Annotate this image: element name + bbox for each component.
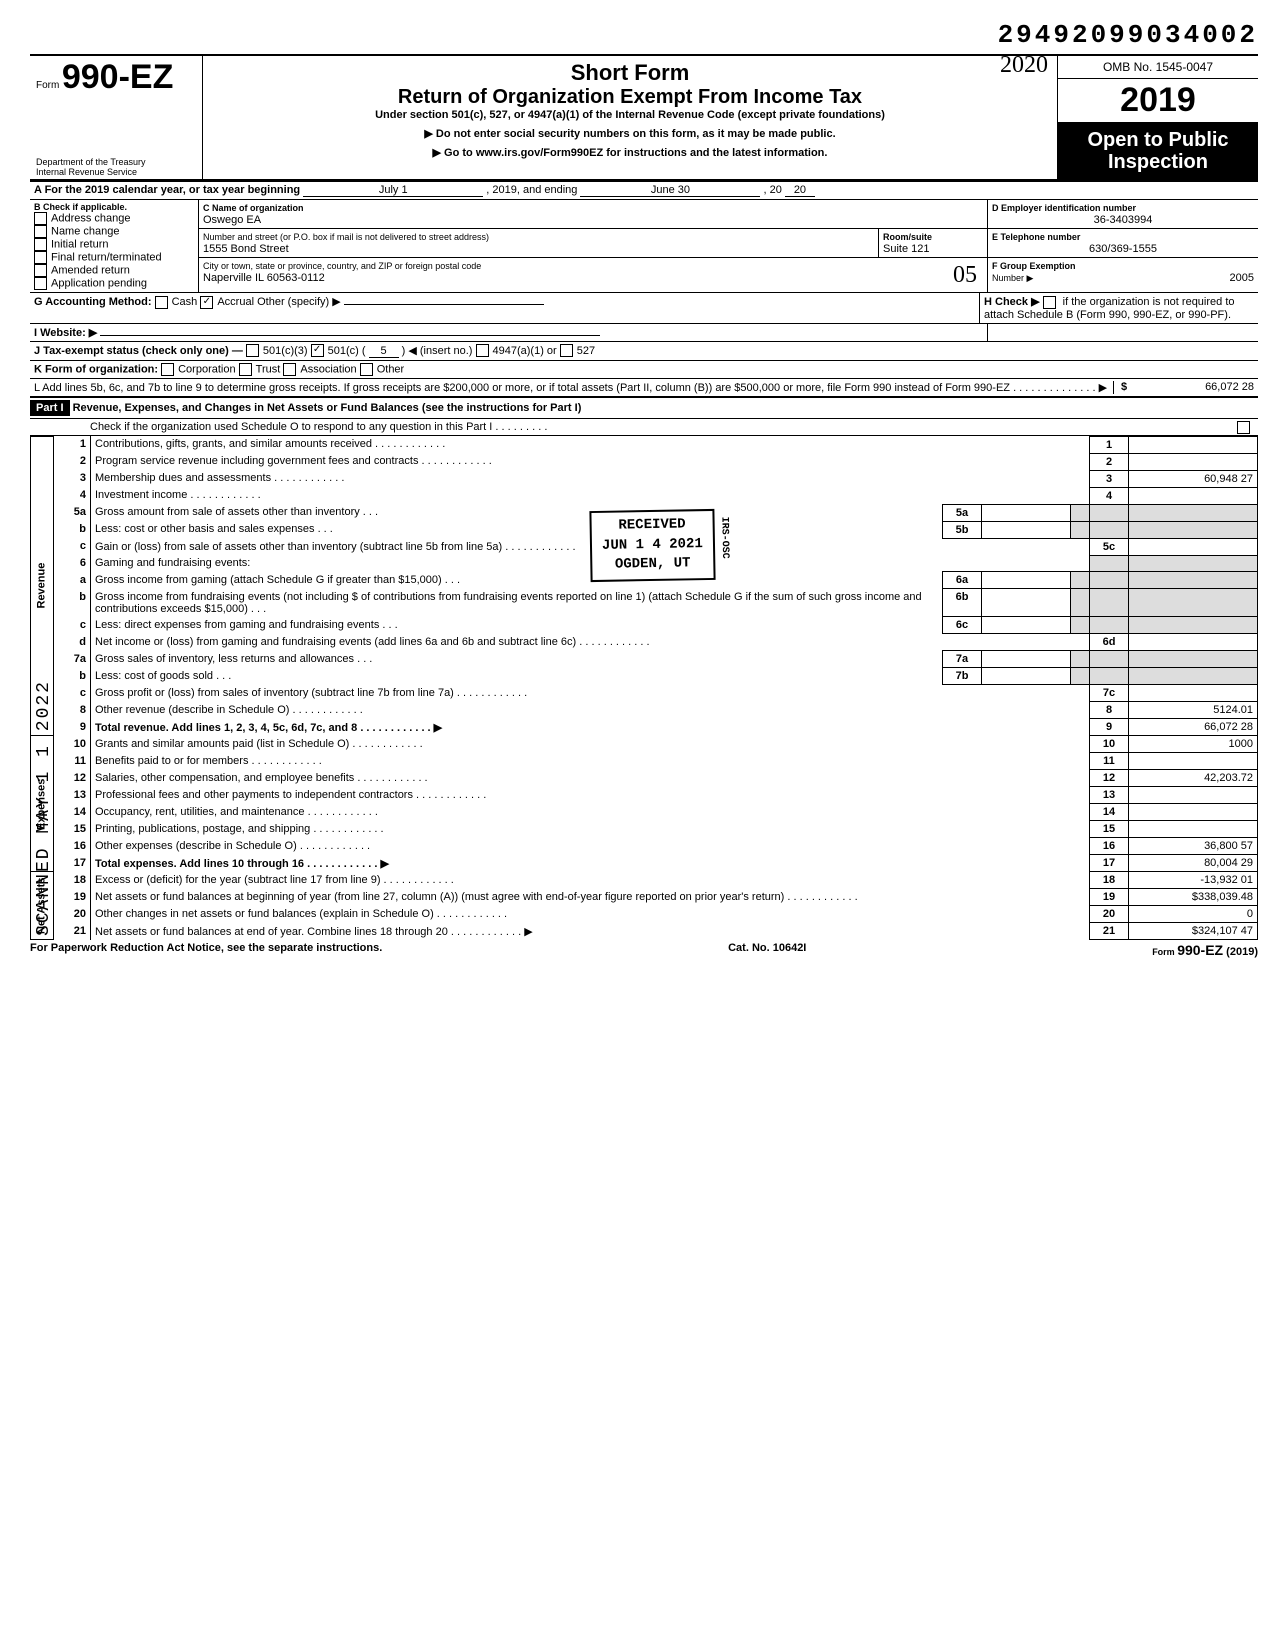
line-6c: cLess: direct expenses from gaming and f… <box>31 617 1258 634</box>
page-footer: For Paperwork Reduction Act Notice, see … <box>30 942 1258 958</box>
line-3: 3Membership dues and assessments . . . .… <box>31 470 1258 487</box>
line-14: 14Occupancy, rent, utilities, and mainte… <box>31 804 1258 821</box>
check-initial-return[interactable] <box>34 238 47 251</box>
org-city[interactable]: Naperville IL 60563-0112 <box>203 272 325 284</box>
l-dollar: $ <box>1113 381 1134 394</box>
check-address-change[interactable] <box>34 212 47 225</box>
line-19: 19Net assets or fund balances at beginni… <box>31 889 1258 906</box>
line-20: 20Other changes in net assets or fund ba… <box>31 906 1258 923</box>
section-l-text: L Add lines 5b, 6c, and 7b to line 9 to … <box>34 381 1113 394</box>
line-4: 4Investment income . . . . . . . . . . .… <box>31 487 1258 504</box>
received-stamp: RECEIVED JUN 1 4 2021 OGDEN, UT IRS-OSC <box>589 509 715 582</box>
ssn-warning: Do not enter social security numbers on … <box>211 127 1049 140</box>
check-name-change[interactable] <box>34 225 47 238</box>
check-trust[interactable] <box>239 363 252 376</box>
section-k-label: K Form of organization: <box>34 363 158 375</box>
check-schedule-b[interactable] <box>1043 296 1056 309</box>
line-6b: bGross income from fundraising events (n… <box>31 589 1258 617</box>
line-16: 16Other expenses (describe in Schedule O… <box>31 838 1258 855</box>
line-11: 11Benefits paid to or for members . . . … <box>31 753 1258 770</box>
website-input[interactable] <box>100 335 600 336</box>
hand-cd: 05 <box>953 262 977 289</box>
line-17: 17Total expenses. Add lines 10 through 1… <box>31 855 1258 872</box>
section-f-label: F Group Exemption <box>992 261 1076 271</box>
line-18: Net Assets18Excess or (deficit) for the … <box>31 872 1258 889</box>
line-7a: 7aGross sales of inventory, less returns… <box>31 651 1258 668</box>
org-street[interactable]: 1555 Bond Street <box>203 243 289 255</box>
section-b-label: B Check if applicable. <box>34 202 194 212</box>
part1-title: Revenue, Expenses, and Changes in Net As… <box>73 402 582 414</box>
line-12: 12Salaries, other compensation, and empl… <box>31 770 1258 787</box>
part1-check-text: Check if the organization used Schedule … <box>90 421 492 433</box>
check-association[interactable] <box>283 363 296 376</box>
form-title: Return of Organization Exempt From Incom… <box>211 86 1049 109</box>
omb-number: OMB No. 1545-0047 <box>1058 56 1258 79</box>
section-i-label: I Website: ▶ <box>34 327 97 339</box>
check-cash[interactable] <box>155 296 168 309</box>
line-1: Revenue1Contributions, gifts, grants, an… <box>31 436 1258 453</box>
section-g-label: G Accounting Method: <box>34 296 152 308</box>
dept-treasury: Department of the Treasury Internal Reve… <box>36 157 196 177</box>
group-exemption[interactable]: 2005 <box>1230 272 1254 284</box>
section-h-label: H Check ▶ <box>984 296 1040 308</box>
line-9: 9Total revenue. Add lines 1, 2, 3, 4, 5c… <box>31 719 1258 736</box>
room-label: Room/suite <box>883 232 932 242</box>
line-15: 15Printing, publications, postage, and s… <box>31 821 1258 838</box>
line-8: 8Other revenue (describe in Schedule O) … <box>31 702 1258 719</box>
check-other-org[interactable] <box>360 363 373 376</box>
section-j-label: J Tax-exempt status (check only one) — <box>34 345 243 357</box>
section-e-label: E Telephone number <box>992 232 1080 242</box>
check-amended-return[interactable] <box>34 264 47 277</box>
check-schedule-o[interactable] <box>1237 421 1250 434</box>
short-form-label: Short Form <box>211 60 1049 86</box>
l-gross-receipts[interactable]: 66,072 28 <box>1134 381 1254 394</box>
org-room[interactable]: Suite 121 <box>883 243 929 255</box>
ein[interactable]: 36-3403994 <box>992 214 1254 226</box>
check-4947[interactable] <box>476 344 489 357</box>
addr-label: Number and street (or P.O. box if mail i… <box>203 232 489 242</box>
form-label: Form <box>36 80 59 91</box>
open-inspection: Open to Public Inspection <box>1058 123 1258 179</box>
section-a: A For the 2019 calendar year, or tax yea… <box>30 181 1258 200</box>
tax-year-end-yy[interactable]: 20 <box>785 184 815 197</box>
tax-year-end[interactable]: June 30 <box>580 184 760 197</box>
line-7b: bLess: cost of goods sold . . .7b <box>31 668 1258 685</box>
org-name[interactable]: Oswego EA <box>203 214 261 226</box>
check-corporation[interactable] <box>161 363 174 376</box>
line-6d: dNet income or (loss) from gaming and fu… <box>31 634 1258 651</box>
501c-number[interactable]: 5 <box>369 345 399 358</box>
dln-number: 29492099034002 <box>30 20 1258 50</box>
check-527[interactable] <box>560 344 573 357</box>
check-accrual[interactable]: ✓ <box>200 296 213 309</box>
scanned-stamp: SCANNED MAY 1 1 2022 <box>34 680 54 936</box>
check-501c[interactable]: ✓ <box>311 344 324 357</box>
hand-year: 2020 <box>1000 52 1048 79</box>
check-application-pending[interactable] <box>34 277 47 290</box>
other-method[interactable] <box>344 304 544 305</box>
section-d-label: D Employer identification number <box>992 203 1136 213</box>
line-10: Expenses10Grants and similar amounts pai… <box>31 736 1258 753</box>
check-final-return[interactable] <box>34 251 47 264</box>
form-number: 990-EZ <box>62 58 174 96</box>
line-7c: cGross profit or (loss) from sales of in… <box>31 685 1258 702</box>
part1-header: Part I <box>30 400 70 416</box>
form-header: Form 990-EZ Department of the Treasury I… <box>30 54 1258 181</box>
city-label: City or town, state or province, country… <box>203 261 481 271</box>
form-subtitle: Under section 501(c), 527, or 4947(a)(1)… <box>211 109 1049 121</box>
tax-year-begin[interactable]: July 1 <box>303 184 483 197</box>
check-501c3[interactable] <box>246 344 259 357</box>
form-year: 20201919 <box>1058 79 1258 123</box>
line-13: 13Professional fees and other payments t… <box>31 787 1258 804</box>
line-21: 21Net assets or fund balances at end of … <box>31 923 1258 940</box>
section-c-label: C Name of organization <box>203 203 304 213</box>
phone[interactable]: 630/369-1555 <box>992 243 1254 255</box>
website-note: Go to www.irs.gov/Form990EZ for instruct… <box>211 146 1049 159</box>
line-2: 2Program service revenue including gover… <box>31 453 1258 470</box>
